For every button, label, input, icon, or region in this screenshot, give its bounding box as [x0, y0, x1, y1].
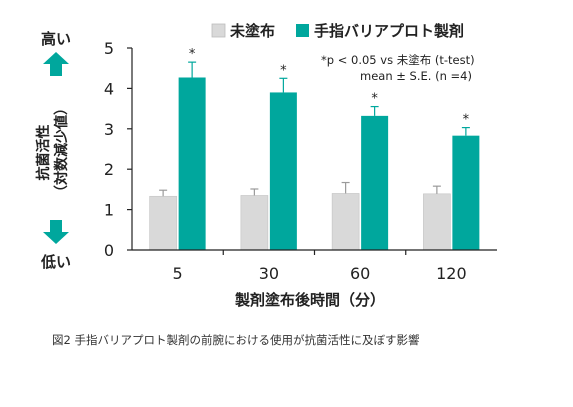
significance-marker: * [280, 63, 287, 78]
significance-marker: * [371, 92, 378, 107]
x-tick-label: 60 [350, 264, 370, 283]
significance-marker: * [463, 113, 470, 128]
bar [361, 115, 389, 250]
x-axis: 5 30 60 120 [173, 250, 467, 283]
figure-caption: 図2 手指バリアプロト製剤の前腕における使用が抗菌活性に及ぼす影響 [52, 333, 420, 347]
x-tick-label: 5 [173, 264, 183, 283]
x-tick-label: 30 [259, 264, 279, 283]
stats-note: mean ± S.E. (n =4) [360, 69, 472, 83]
legend: 未塗布 手指バリアプロト製剤 [211, 22, 464, 40]
bar [240, 195, 269, 251]
y-tick-label: 3 [104, 120, 114, 139]
bar [423, 193, 451, 251]
bar [178, 77, 206, 250]
x-tick-label: 120 [436, 264, 467, 283]
y-tick-label: 1 [104, 201, 114, 220]
y-tick-label: 5 [104, 39, 114, 58]
y-axis-title-line1: 抗菌活性 [35, 124, 52, 180]
y-tick-label: 2 [104, 160, 114, 179]
legend-label-formulation: 手指バリアプロト製剤 [314, 22, 464, 40]
y-tick-label: 0 [104, 241, 114, 260]
legend-swatch-formulation [296, 24, 309, 37]
x-axis-title: 製剤塗布後時間（分） [234, 291, 385, 309]
y-high-label: 高い [41, 30, 71, 48]
arrow-down-icon [43, 220, 69, 244]
bar [269, 92, 297, 250]
y-axis: 0 1 2 3 4 5 [104, 39, 132, 260]
bars: * * * * [149, 47, 480, 251]
y-low-label: 低い [40, 253, 71, 271]
y-tick-label: 4 [104, 79, 114, 98]
bar [452, 135, 480, 250]
significance-note: *p < 0.05 vs 未塗布 (t-test) [321, 53, 475, 67]
legend-swatch-untreated [211, 23, 226, 38]
y-axis-title-line2: （対数減少値） [53, 101, 70, 199]
bar [149, 195, 177, 251]
arrow-up-icon [43, 52, 69, 76]
y-axis-title: 抗菌活性 （対数減少値） [35, 101, 70, 199]
bar [331, 193, 360, 251]
legend-label-untreated: 未塗布 [229, 22, 275, 40]
significance-marker: * [189, 47, 196, 62]
